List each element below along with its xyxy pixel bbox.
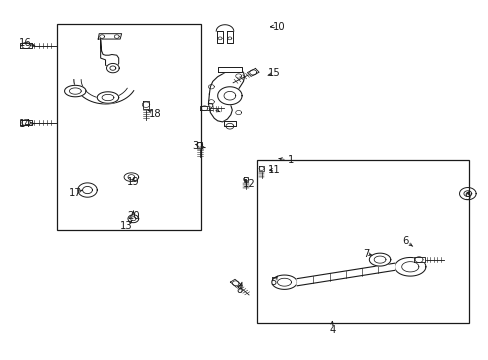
Text: 1: 1 bbox=[287, 155, 293, 165]
Text: 6: 6 bbox=[402, 236, 408, 246]
Polygon shape bbox=[413, 257, 424, 262]
Text: 4: 4 bbox=[328, 325, 335, 335]
Bar bbox=[57, 24, 200, 230]
Polygon shape bbox=[394, 257, 425, 276]
Polygon shape bbox=[78, 183, 97, 197]
Polygon shape bbox=[226, 31, 232, 43]
Text: 2: 2 bbox=[207, 103, 213, 113]
Text: 18: 18 bbox=[148, 109, 161, 119]
Polygon shape bbox=[98, 34, 122, 39]
Polygon shape bbox=[271, 275, 297, 289]
Polygon shape bbox=[101, 39, 119, 68]
Text: 16: 16 bbox=[19, 38, 31, 48]
Polygon shape bbox=[217, 87, 242, 105]
Text: 9: 9 bbox=[464, 192, 470, 202]
Text: 19: 19 bbox=[127, 177, 140, 187]
Text: 14: 14 bbox=[19, 120, 31, 129]
Polygon shape bbox=[259, 166, 264, 171]
Polygon shape bbox=[297, 263, 394, 286]
Text: 13: 13 bbox=[120, 221, 133, 231]
Polygon shape bbox=[224, 121, 235, 126]
Polygon shape bbox=[243, 177, 248, 182]
Polygon shape bbox=[217, 31, 223, 43]
Polygon shape bbox=[216, 25, 233, 31]
Polygon shape bbox=[200, 106, 209, 111]
Polygon shape bbox=[247, 68, 259, 76]
Polygon shape bbox=[20, 43, 32, 48]
Text: 5: 5 bbox=[270, 277, 276, 287]
Polygon shape bbox=[459, 188, 475, 200]
Text: 17: 17 bbox=[68, 188, 81, 198]
Polygon shape bbox=[74, 80, 134, 104]
Polygon shape bbox=[368, 253, 390, 266]
Polygon shape bbox=[208, 68, 244, 122]
Text: 15: 15 bbox=[268, 68, 281, 78]
Polygon shape bbox=[128, 215, 139, 223]
Bar bbox=[256, 160, 468, 323]
Polygon shape bbox=[230, 279, 241, 287]
Polygon shape bbox=[124, 173, 139, 181]
Polygon shape bbox=[64, 85, 86, 97]
Text: 7: 7 bbox=[363, 248, 369, 258]
Polygon shape bbox=[106, 63, 119, 73]
Text: 10: 10 bbox=[273, 22, 285, 32]
Text: 8: 8 bbox=[236, 285, 242, 296]
Polygon shape bbox=[97, 92, 119, 103]
Text: 11: 11 bbox=[268, 165, 281, 175]
Text: 20: 20 bbox=[127, 211, 140, 221]
Text: 12: 12 bbox=[243, 179, 255, 189]
Polygon shape bbox=[217, 67, 242, 72]
Polygon shape bbox=[142, 101, 149, 108]
Text: 3: 3 bbox=[192, 141, 199, 151]
Polygon shape bbox=[197, 141, 202, 148]
Polygon shape bbox=[20, 120, 32, 125]
